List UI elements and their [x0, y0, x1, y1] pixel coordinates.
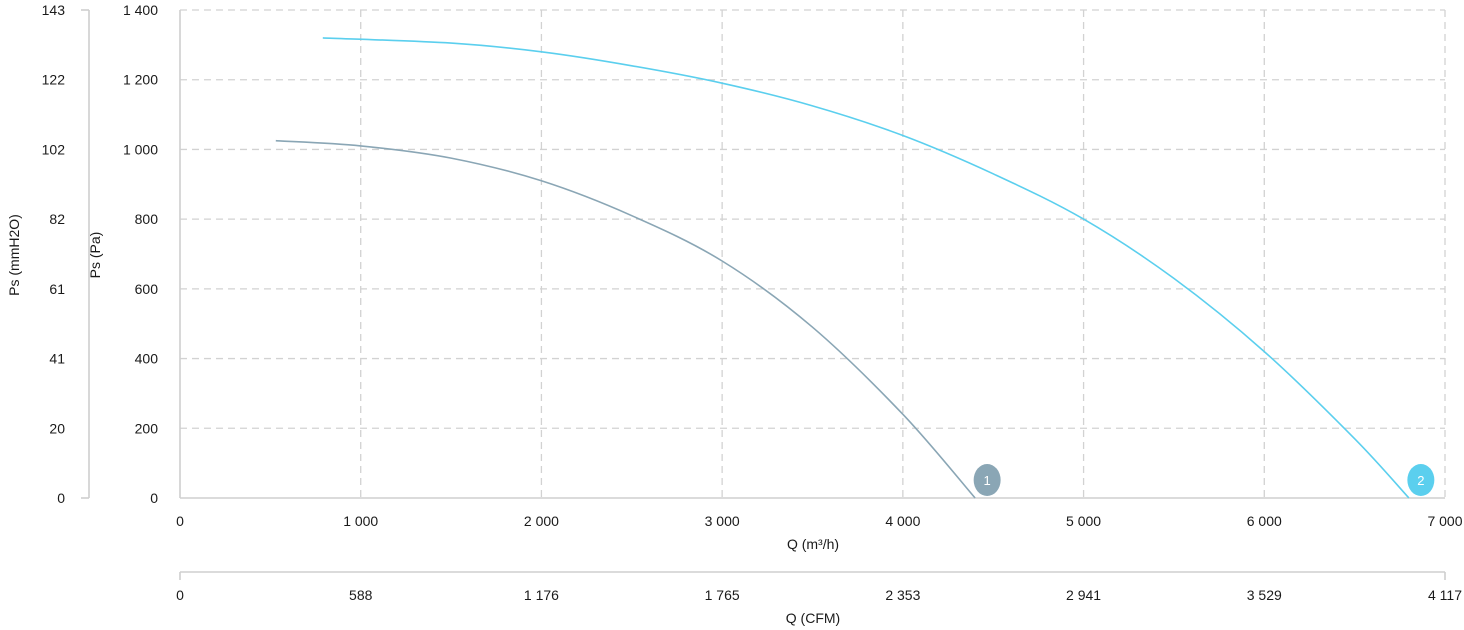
y-tick-label: 1 000 — [123, 141, 158, 157]
x2-tick-label: 0 — [176, 587, 184, 603]
y-tick-label: 600 — [135, 281, 159, 297]
x-tick-label: 3 000 — [705, 513, 740, 529]
x-tick-label: 1 000 — [343, 513, 378, 529]
series-2-marker-shape — [1407, 464, 1435, 496]
x2-axis-title: Q (CFM) — [786, 610, 840, 626]
x2-tick-label: 588 — [349, 587, 373, 603]
x-tick-label: 5 000 — [1066, 513, 1101, 529]
x-tick-label: 2 000 — [524, 513, 559, 529]
series-1-marker-label: 1 — [984, 473, 991, 488]
y2-axis-title: Ps (mmH2O) — [6, 214, 22, 296]
series-2-line — [322, 37, 1410, 499]
y-tick-label: 400 — [135, 351, 159, 367]
y2-tick-label: 0 — [57, 490, 65, 506]
y-tick-label: 0 — [150, 490, 158, 506]
series-1-marker: 1 — [973, 464, 1001, 496]
x-tick-label: 4 000 — [885, 513, 920, 529]
x-tick-label: 7 000 — [1427, 513, 1462, 529]
x2-tick-label: 3 529 — [1247, 587, 1282, 603]
y-axis-title: Ps (Pa) — [87, 232, 103, 279]
y-tick-label: 800 — [135, 211, 159, 227]
x2-tick-label: 1 765 — [705, 587, 740, 603]
y2-tick-label: 20 — [49, 420, 65, 436]
series-1-marker-shape — [973, 464, 1001, 496]
y2-tick-label: 61 — [49, 281, 65, 297]
y-tick-label: 1 400 — [123, 2, 158, 18]
y2-tick-label: 82 — [49, 211, 65, 227]
y2-tick-label: 143 — [42, 2, 66, 18]
x2-tick-label: 1 176 — [524, 587, 559, 603]
y2-tick-label: 102 — [42, 141, 66, 157]
y-tick-label: 1 200 — [123, 72, 158, 88]
y2-tick-label: 41 — [49, 351, 65, 367]
y-tick-label: 200 — [135, 420, 159, 436]
x-tick-label: 6 000 — [1247, 513, 1282, 529]
x2-tick-label: 2 941 — [1066, 587, 1101, 603]
x2-tick-label: 4 117 — [1428, 587, 1462, 603]
series-2-marker: 2 — [1407, 464, 1435, 496]
y2-tick-label: 122 — [42, 72, 66, 88]
axis-layer — [81, 9, 1446, 580]
series-1-line — [275, 139, 976, 499]
x2-tick-label: 2 353 — [885, 587, 920, 603]
x-axis-title: Q (m³/h) — [787, 536, 839, 552]
x-tick-label: 0 — [176, 513, 184, 529]
series-2-marker-label: 2 — [1417, 473, 1424, 488]
grid-layer — [180, 9, 1446, 498]
